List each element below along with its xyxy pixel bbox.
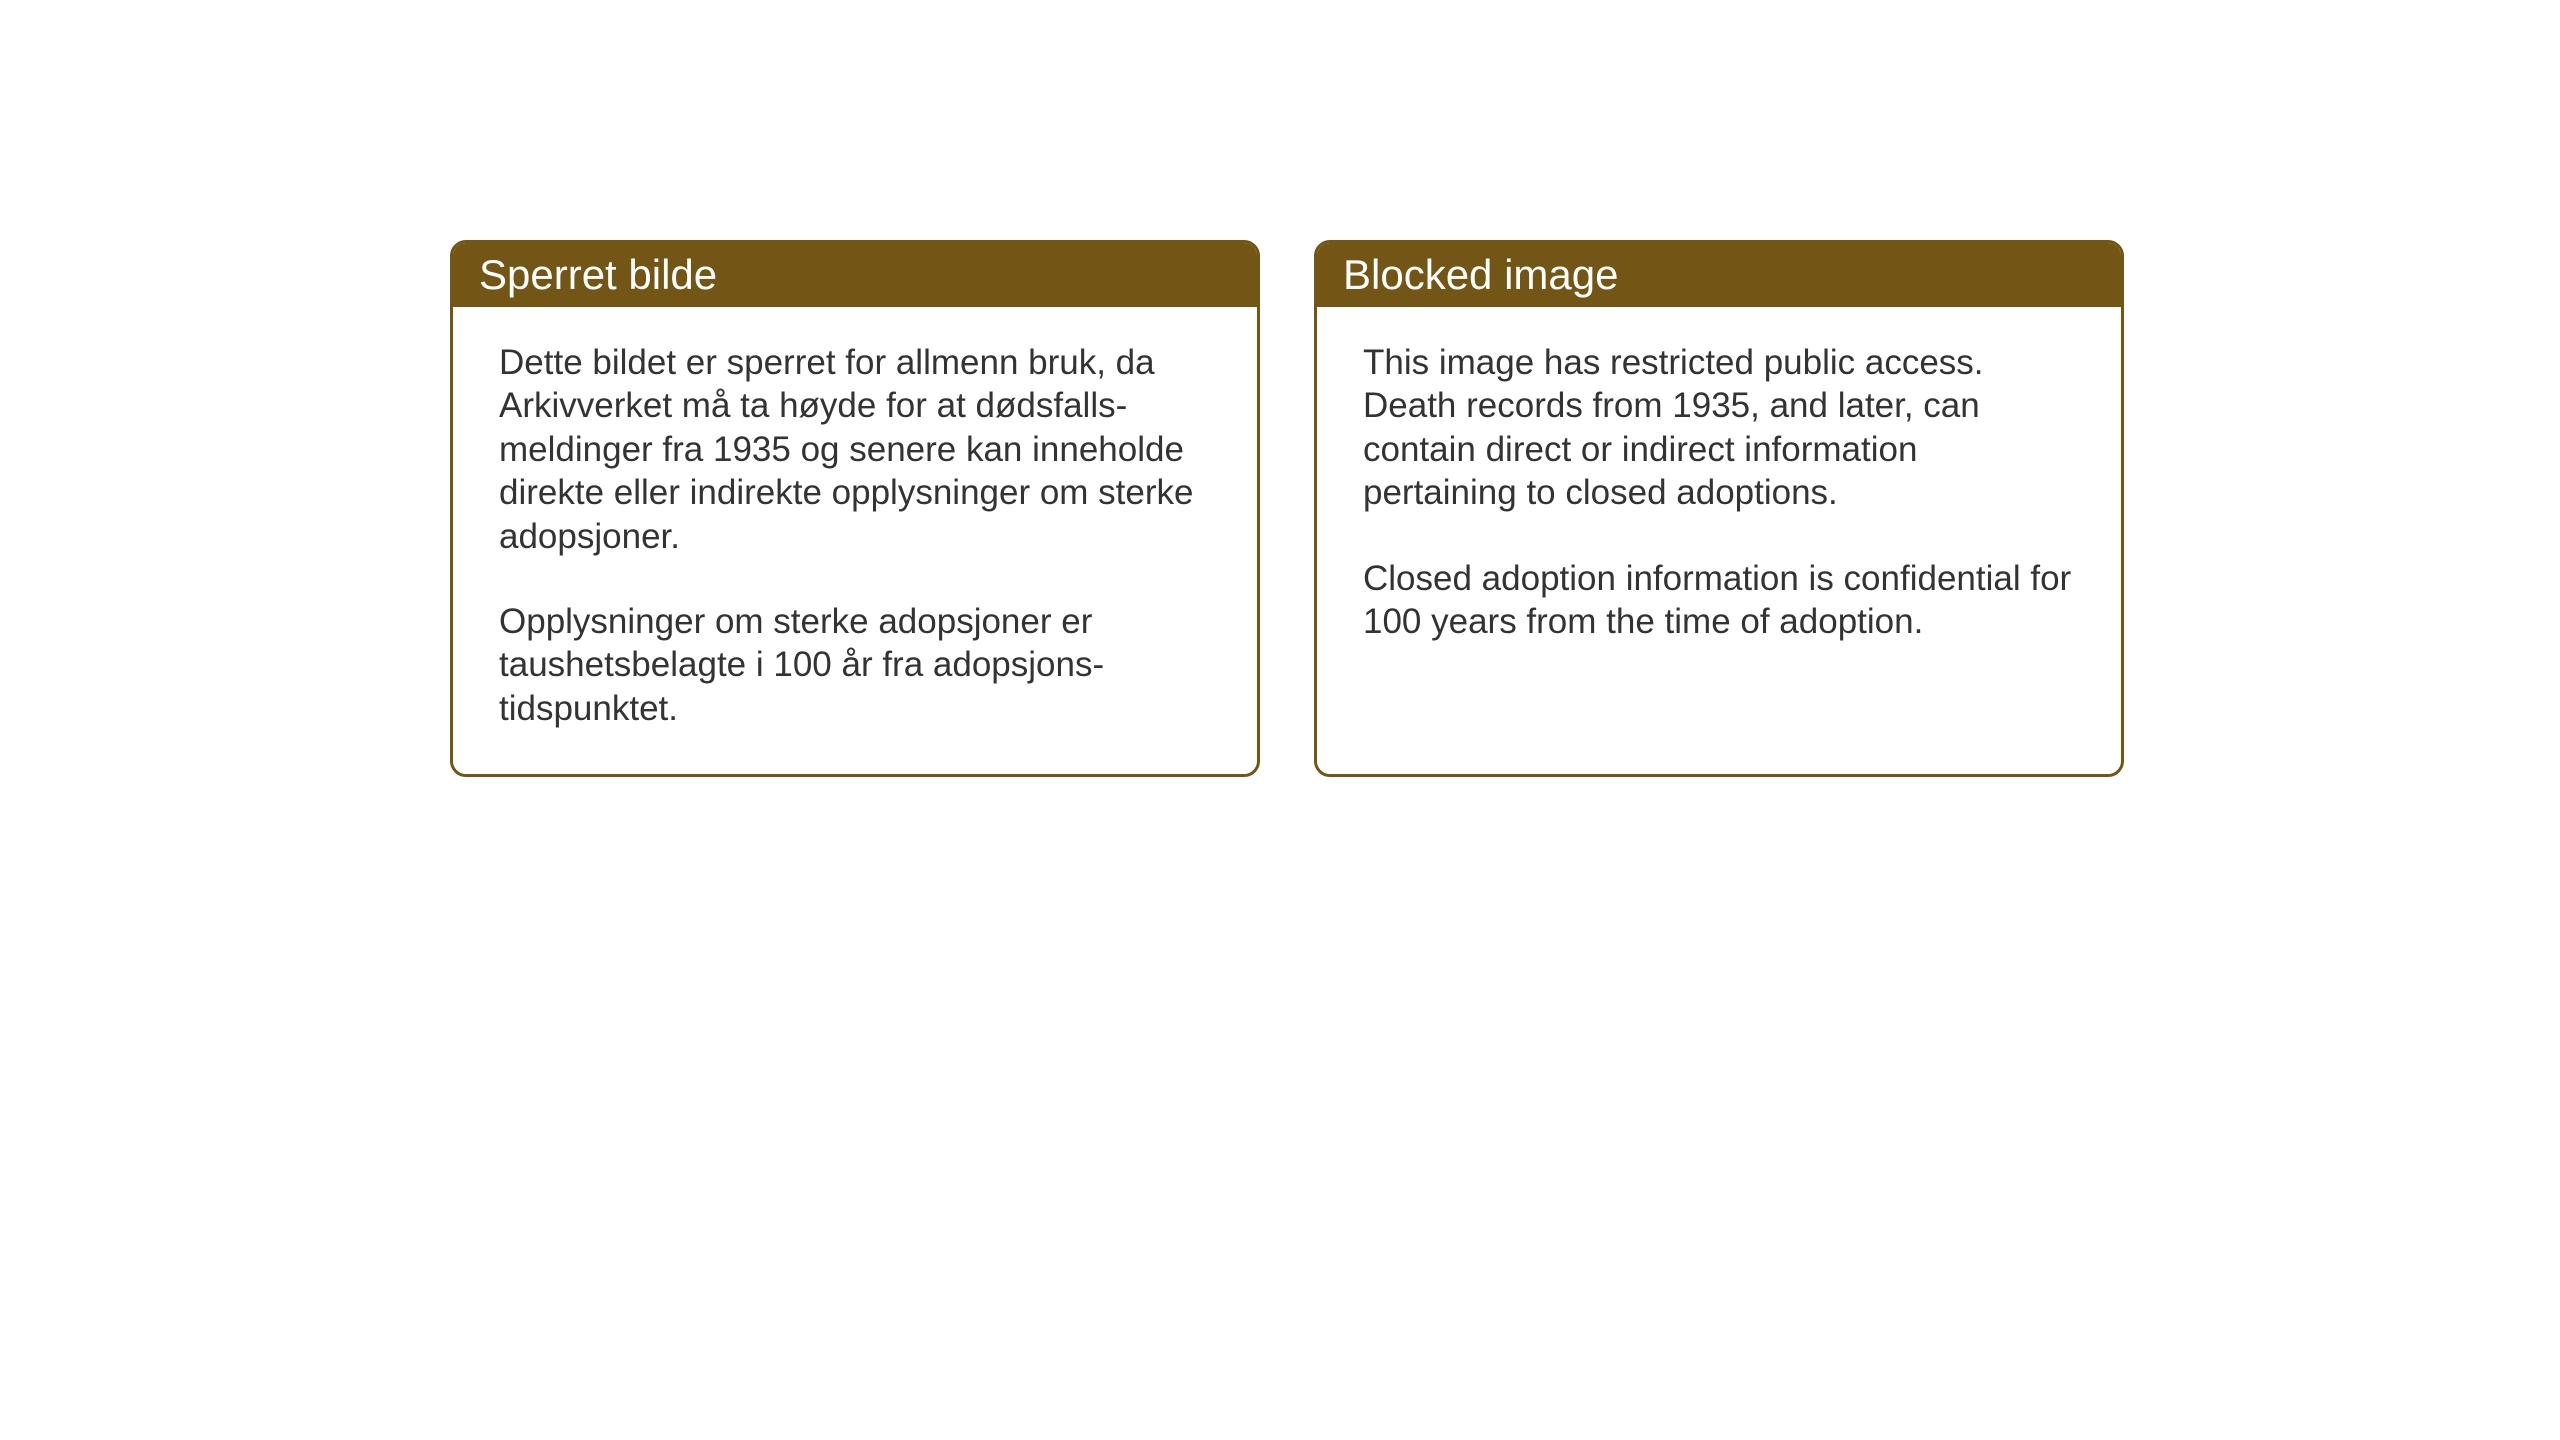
english-card-header: Blocked image xyxy=(1317,243,2121,307)
english-paragraph-1: This image has restricted public access.… xyxy=(1363,341,2075,515)
english-paragraph-2: Closed adoption information is confident… xyxy=(1363,557,2075,644)
english-card-title: Blocked image xyxy=(1343,251,1618,298)
norwegian-card-title: Sperret bilde xyxy=(479,251,717,298)
norwegian-card-body: Dette bildet er sperret for allmenn bruk… xyxy=(453,307,1257,774)
norwegian-card-header: Sperret bilde xyxy=(453,243,1257,307)
english-card: Blocked image This image has restricted … xyxy=(1314,240,2124,777)
norwegian-card: Sperret bilde Dette bildet er sperret fo… xyxy=(450,240,1260,777)
norwegian-paragraph-2: Opplysninger om sterke adopsjoner er tau… xyxy=(499,600,1211,730)
norwegian-paragraph-1: Dette bildet er sperret for allmenn bruk… xyxy=(499,341,1211,558)
english-card-body: This image has restricted public access.… xyxy=(1317,307,2121,687)
cards-container: Sperret bilde Dette bildet er sperret fo… xyxy=(450,240,2124,777)
